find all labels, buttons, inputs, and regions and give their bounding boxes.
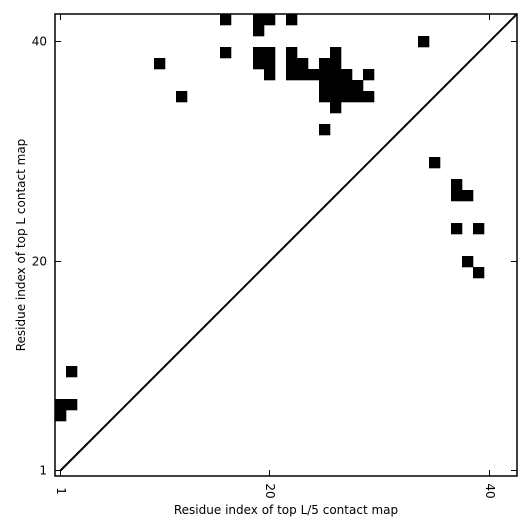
- contact-cell: [66, 366, 78, 378]
- contact-cell: [319, 58, 331, 70]
- contact-cell: [473, 267, 485, 279]
- contact-cell: [176, 91, 188, 103]
- contact-cell: [363, 91, 375, 103]
- contact-cell: [451, 190, 463, 202]
- contact-cell: [253, 47, 265, 59]
- contact-cell: [418, 36, 430, 48]
- x-tick-label: 40: [483, 483, 497, 498]
- contact-cell: [341, 91, 353, 103]
- y-tick-label: 1: [39, 464, 47, 478]
- contact-cell: [330, 47, 342, 59]
- x-tick-label: 1: [54, 487, 68, 495]
- contact-cell: [462, 256, 474, 268]
- contact-cells: [55, 14, 485, 422]
- contact-cell: [451, 223, 463, 235]
- contact-cell: [330, 91, 342, 103]
- contact-cell: [264, 47, 276, 59]
- x-tick-label: 20: [263, 483, 277, 498]
- contact-cell: [330, 58, 342, 70]
- contact-cell: [220, 14, 232, 26]
- contact-cell: [319, 69, 331, 81]
- contact-cell: [253, 58, 265, 70]
- contact-cell: [55, 399, 67, 411]
- contact-cell: [264, 69, 276, 81]
- contact-cell: [253, 25, 265, 37]
- contact-cell: [264, 58, 276, 70]
- contact-cell: [319, 124, 331, 136]
- contact-cell: [286, 14, 298, 26]
- contact-cell: [462, 190, 474, 202]
- plot-frame: [54, 13, 518, 477]
- contact-cell: [352, 80, 364, 92]
- contact-cell: [451, 179, 463, 191]
- contact-cell: [286, 58, 298, 70]
- y-tick-label: 20: [32, 255, 47, 269]
- contact-cell: [286, 47, 298, 59]
- contact-cell: [363, 69, 375, 81]
- contact-cell: [341, 69, 353, 81]
- diagonal-line: [59, 13, 518, 472]
- contact-cell: [220, 47, 232, 59]
- contact-cell: [352, 91, 364, 103]
- axis-ticks: 1 20 40 1 20 40: [32, 14, 517, 499]
- contact-cell: [286, 69, 298, 81]
- contact-cell: [297, 58, 309, 70]
- contact-cell: [429, 157, 441, 169]
- contact-cell: [253, 14, 265, 26]
- contact-cell: [308, 69, 320, 81]
- contact-cell: [330, 69, 342, 81]
- contact-cell: [319, 80, 331, 92]
- contact-cell: [473, 223, 485, 235]
- contact-cell: [319, 91, 331, 103]
- contact-cell: [66, 399, 78, 411]
- contact-cell: [341, 80, 353, 92]
- contact-cell: [55, 410, 67, 422]
- contact-cell: [154, 58, 166, 70]
- y-tick-label: 40: [32, 35, 47, 49]
- contact-cell: [330, 80, 342, 92]
- contact-cell: [297, 69, 309, 81]
- contact-cell: [330, 102, 342, 114]
- x-axis-label: Residue index of top L/5 contact map: [174, 503, 398, 517]
- y-axis-label: Residue index of top L contact map: [14, 139, 28, 352]
